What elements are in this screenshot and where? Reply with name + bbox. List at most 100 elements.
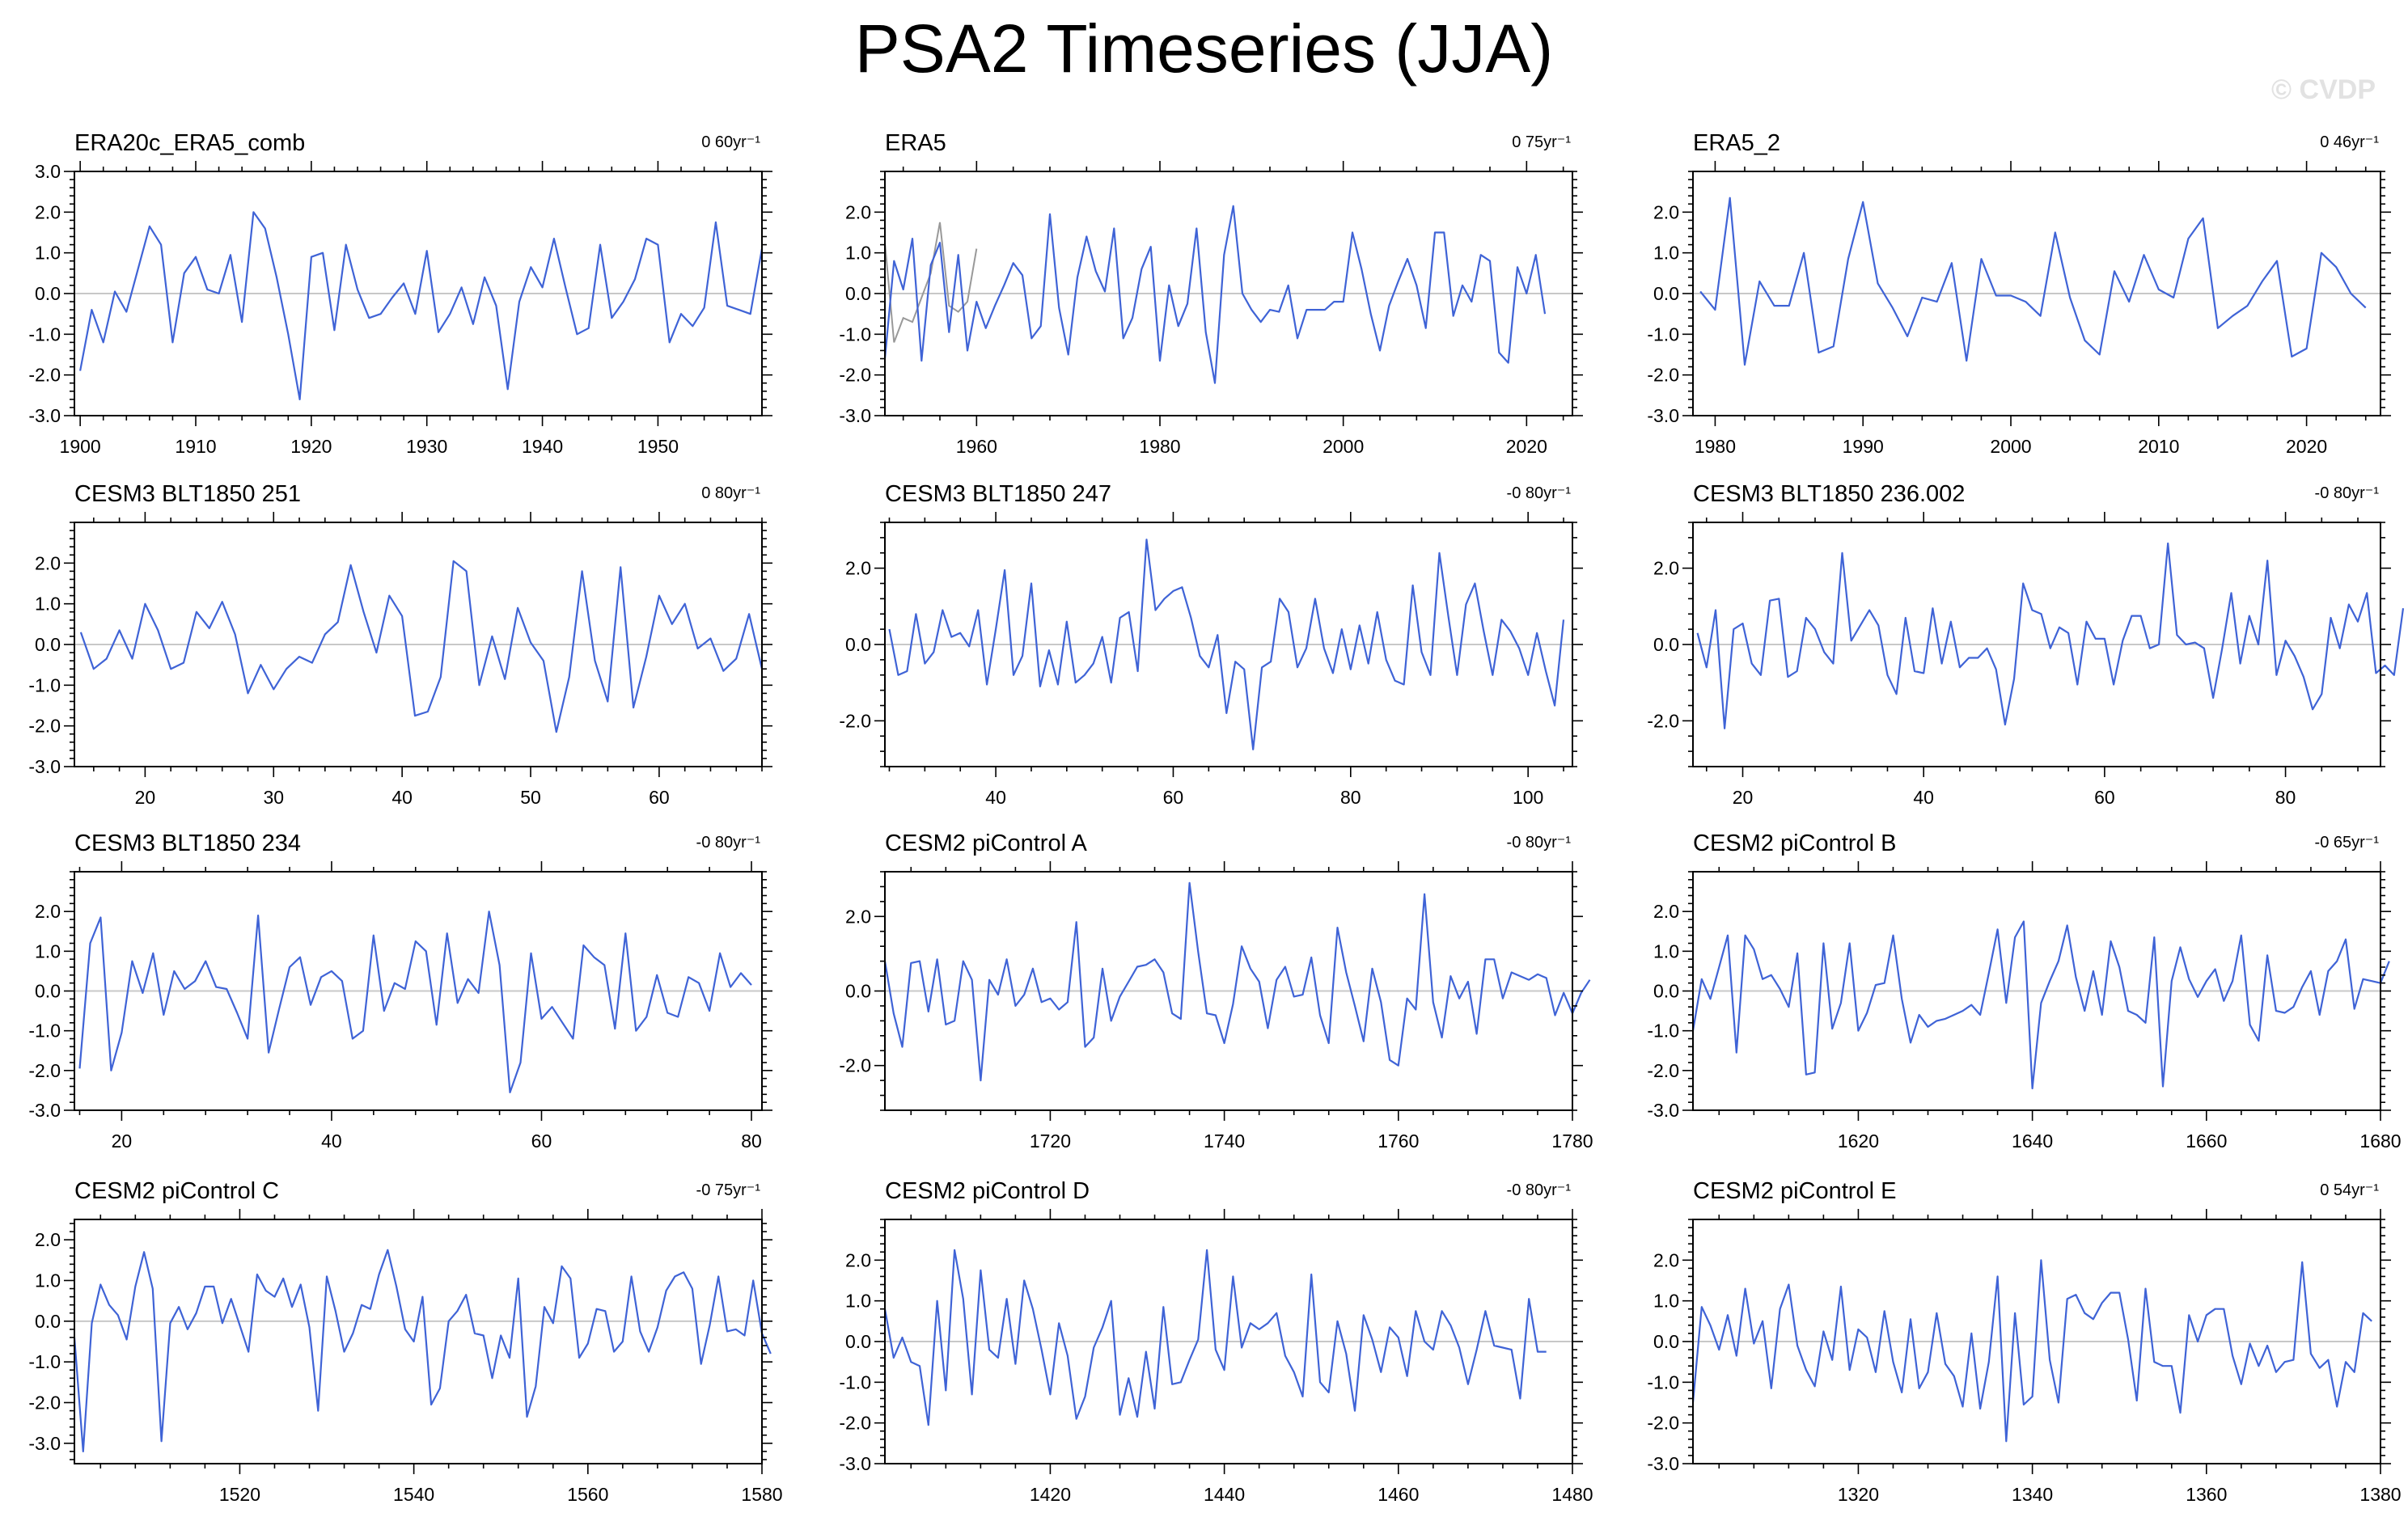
x-tick-label: 1420 bbox=[1030, 1484, 1071, 1505]
trend-label: 0 46yr⁻¹ bbox=[2320, 133, 2379, 151]
y-tick-label: -3.0 bbox=[839, 405, 871, 426]
panel-title: ERA5_2 bbox=[1693, 130, 1780, 156]
x-tick-label: 1980 bbox=[1139, 436, 1180, 457]
x-tick-label: 1660 bbox=[2186, 1130, 2227, 1152]
x-tick-label: 2010 bbox=[2138, 436, 2179, 457]
panel-title: CESM2 piControl B bbox=[1693, 830, 1896, 856]
y-tick-label: -3.0 bbox=[1647, 1453, 1679, 1474]
y-tick-label: -2.0 bbox=[1647, 710, 1679, 731]
series-line bbox=[78, 911, 752, 1094]
main-title: PSA2 Timeseries (JJA) bbox=[854, 11, 1554, 87]
x-tick-label: 30 bbox=[263, 787, 284, 808]
panel-title: CESM3 BLT1850 251 bbox=[74, 481, 301, 507]
series-line bbox=[883, 881, 1591, 1082]
trend-label: -0 65yr⁻¹ bbox=[2315, 834, 2380, 852]
panel-title: CESM2 piControl D bbox=[885, 1178, 1090, 1204]
y-tick-label: -1.0 bbox=[1647, 1021, 1679, 1042]
series-line bbox=[883, 1249, 1547, 1426]
trend-label: -0 80yr⁻¹ bbox=[1507, 834, 1572, 852]
y-tick-label: 2.0 bbox=[35, 1229, 61, 1250]
series-line bbox=[79, 211, 764, 400]
series-line bbox=[79, 560, 764, 733]
y-tick-label: -2.0 bbox=[839, 365, 871, 386]
y-tick-label: -3.0 bbox=[839, 1453, 871, 1474]
y-tick-label: 2.0 bbox=[845, 201, 871, 222]
y-tick-label: -2.0 bbox=[1647, 1060, 1679, 1081]
y-tick-label: -1.0 bbox=[28, 674, 61, 695]
y-tick-label: 1.0 bbox=[1653, 1291, 1679, 1312]
x-tick-label: 20 bbox=[112, 1130, 133, 1152]
watermark: © CVDP bbox=[2271, 74, 2376, 105]
x-tick-label: 40 bbox=[1913, 787, 1934, 808]
y-tick-label: -2.0 bbox=[28, 716, 61, 737]
x-tick-label: 2000 bbox=[1990, 436, 2031, 457]
y-tick-label: 0.0 bbox=[1653, 634, 1679, 655]
x-tick-label: 80 bbox=[1340, 787, 1361, 808]
y-tick-label: -3.0 bbox=[1647, 405, 1679, 426]
y-tick-label: 0.0 bbox=[845, 1331, 871, 1352]
series-line bbox=[888, 539, 1565, 750]
y-tick-label: -2.0 bbox=[839, 1055, 871, 1076]
y-tick-label: -1.0 bbox=[839, 323, 871, 344]
y-tick-label: -2.0 bbox=[28, 1392, 61, 1414]
x-tick-label: 1980 bbox=[1695, 436, 1736, 457]
panel-title: CESM3 BLT1850 236.002 bbox=[1693, 481, 1965, 507]
x-tick-label: 1620 bbox=[1838, 1130, 1879, 1152]
x-tick-label: 1320 bbox=[1838, 1484, 1879, 1505]
series-line bbox=[883, 205, 1547, 384]
x-tick-label: 1930 bbox=[406, 436, 447, 457]
y-tick-label: -2.0 bbox=[28, 1060, 61, 1081]
y-tick-label: 2.0 bbox=[845, 906, 871, 927]
panel-title: ERA20c_ERA5_comb bbox=[74, 130, 305, 156]
x-tick-label: 2020 bbox=[2286, 436, 2327, 457]
x-tick-label: 1540 bbox=[393, 1484, 434, 1505]
y-tick-label: 2.0 bbox=[1653, 558, 1679, 579]
y-tick-label: 1.0 bbox=[35, 1270, 61, 1291]
y-tick-label: 1.0 bbox=[35, 243, 61, 264]
y-tick-label: -2.0 bbox=[839, 710, 871, 731]
trend-label: -0 80yr⁻¹ bbox=[1507, 1181, 1572, 1199]
y-tick-label: -2.0 bbox=[839, 1413, 871, 1434]
x-tick-label: 40 bbox=[391, 787, 413, 808]
x-tick-label: 2020 bbox=[1506, 436, 1547, 457]
trend-label: -0 80yr⁻¹ bbox=[2315, 484, 2380, 502]
x-tick-label: 1520 bbox=[219, 1484, 260, 1505]
x-tick-label: 60 bbox=[1163, 787, 1184, 808]
x-tick-label: 1360 bbox=[2186, 1484, 2227, 1505]
y-tick-label: 1.0 bbox=[35, 594, 61, 615]
x-tick-label: 1740 bbox=[1204, 1130, 1245, 1152]
y-tick-label: 0.0 bbox=[35, 1311, 61, 1332]
x-tick-label: 60 bbox=[531, 1130, 552, 1152]
y-tick-label: 0.0 bbox=[845, 283, 871, 304]
x-tick-label: 1920 bbox=[290, 436, 332, 457]
panel-title: CESM3 BLT1850 247 bbox=[885, 481, 1111, 507]
x-tick-label: 1990 bbox=[1843, 436, 1884, 457]
x-tick-label: 1900 bbox=[60, 436, 101, 457]
x-tick-label: 20 bbox=[1733, 787, 1754, 808]
x-tick-label: 1720 bbox=[1030, 1130, 1071, 1152]
x-tick-label: 60 bbox=[2094, 787, 2115, 808]
y-tick-label: -2.0 bbox=[1647, 365, 1679, 386]
x-tick-label: 40 bbox=[985, 787, 1006, 808]
y-tick-label: -1.0 bbox=[28, 1351, 61, 1372]
x-tick-label: 1780 bbox=[1551, 1130, 1593, 1152]
y-tick-label: 2.0 bbox=[35, 901, 61, 922]
x-tick-label: 1680 bbox=[2359, 1130, 2401, 1152]
x-tick-label: 1560 bbox=[567, 1484, 608, 1505]
x-tick-label: 1440 bbox=[1204, 1484, 1245, 1505]
y-tick-label: 0.0 bbox=[845, 634, 871, 655]
x-tick-label: 1480 bbox=[1551, 1484, 1593, 1505]
x-tick-label: 60 bbox=[649, 787, 670, 808]
y-tick-label: -2.0 bbox=[28, 365, 61, 386]
y-tick-label: 0.0 bbox=[1653, 981, 1679, 1002]
x-tick-label: 80 bbox=[2275, 787, 2296, 808]
series-line bbox=[1691, 920, 2390, 1090]
y-tick-label: -3.0 bbox=[28, 1433, 61, 1454]
y-tick-label: 2.0 bbox=[845, 1249, 871, 1270]
x-tick-label: 50 bbox=[520, 787, 541, 808]
y-tick-label: -3.0 bbox=[28, 1100, 61, 1121]
x-tick-label: 1340 bbox=[2012, 1484, 2053, 1505]
y-tick-label: -2.0 bbox=[1647, 1413, 1679, 1434]
